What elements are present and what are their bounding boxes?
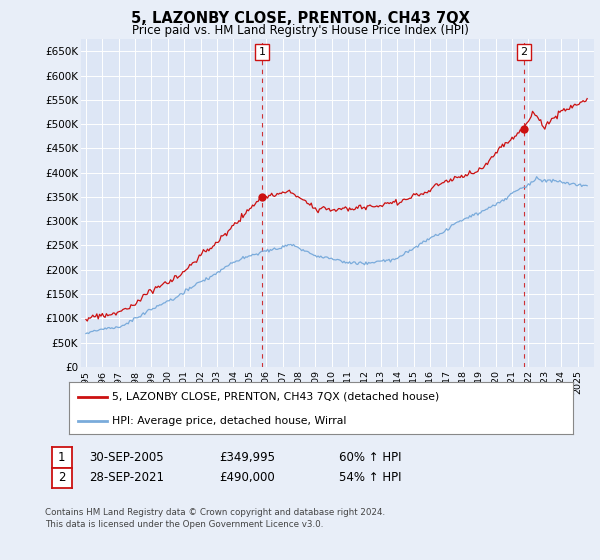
Text: £349,995: £349,995 xyxy=(219,451,275,464)
Text: 60% ↑ HPI: 60% ↑ HPI xyxy=(339,451,401,464)
Text: 5, LAZONBY CLOSE, PRENTON, CH43 7QX: 5, LAZONBY CLOSE, PRENTON, CH43 7QX xyxy=(131,11,469,26)
Text: Price paid vs. HM Land Registry's House Price Index (HPI): Price paid vs. HM Land Registry's House … xyxy=(131,24,469,36)
Text: 1: 1 xyxy=(259,47,266,57)
Text: 30-SEP-2005: 30-SEP-2005 xyxy=(89,451,163,464)
Text: 5, LAZONBY CLOSE, PRENTON, CH43 7QX (detached house): 5, LAZONBY CLOSE, PRENTON, CH43 7QX (det… xyxy=(112,392,439,402)
Text: HPI: Average price, detached house, Wirral: HPI: Average price, detached house, Wirr… xyxy=(112,416,346,426)
Text: 28-SEP-2021: 28-SEP-2021 xyxy=(89,471,164,484)
Text: 2: 2 xyxy=(58,471,65,484)
Text: 54% ↑ HPI: 54% ↑ HPI xyxy=(339,471,401,484)
Text: £490,000: £490,000 xyxy=(219,471,275,484)
Text: 2: 2 xyxy=(520,47,527,57)
Text: 1: 1 xyxy=(58,451,65,464)
Text: Contains HM Land Registry data © Crown copyright and database right 2024.
This d: Contains HM Land Registry data © Crown c… xyxy=(45,508,385,529)
